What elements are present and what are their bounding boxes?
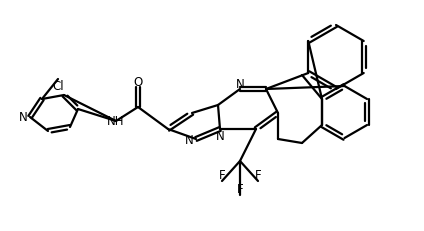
Text: F: F bbox=[219, 169, 225, 182]
Text: O: O bbox=[134, 75, 142, 88]
Text: N: N bbox=[216, 129, 224, 142]
Text: N: N bbox=[185, 133, 194, 146]
Text: F: F bbox=[237, 183, 243, 196]
Text: F: F bbox=[255, 169, 261, 182]
Text: Cl: Cl bbox=[52, 80, 64, 93]
Text: N: N bbox=[236, 77, 244, 90]
Text: N: N bbox=[19, 111, 28, 124]
Text: NH: NH bbox=[107, 115, 125, 128]
